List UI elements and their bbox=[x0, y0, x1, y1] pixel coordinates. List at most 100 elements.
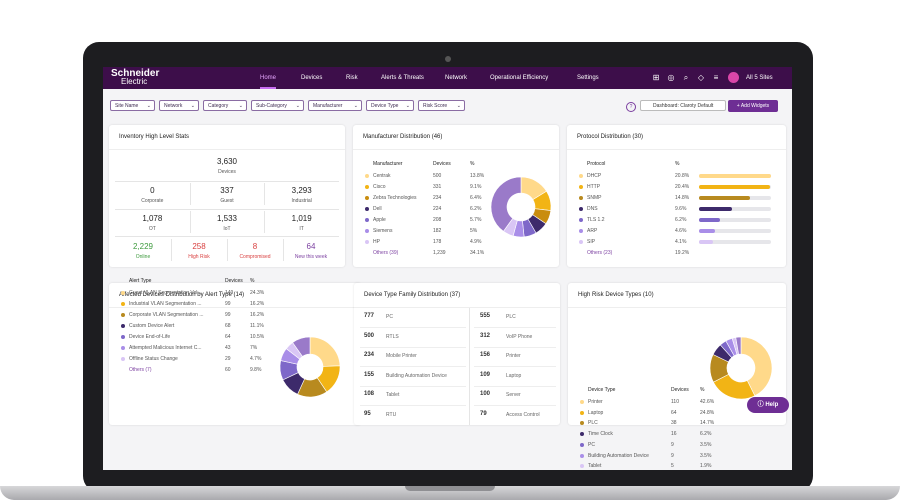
donut-slice[interactable] bbox=[735, 336, 742, 355]
device-type-label[interactable]: Server bbox=[506, 392, 521, 398]
stat-ot[interactable]: 1,078 OT bbox=[115, 214, 190, 232]
legend-row[interactable] bbox=[568, 442, 569, 443]
legend-row[interactable] bbox=[109, 323, 110, 324]
donut-slice[interactable] bbox=[740, 336, 773, 397]
device-type-label[interactable]: Printer bbox=[506, 353, 521, 359]
stat-guest[interactable]: 337 Guest bbox=[190, 186, 265, 204]
filter-icon[interactable]: ≡ bbox=[713, 73, 719, 82]
stat-new-this-week[interactable]: 64 New this week bbox=[283, 242, 339, 260]
device-type-label[interactable]: RTLS bbox=[386, 333, 399, 340]
nav-item-alerts-threats[interactable]: Alerts & Threats bbox=[381, 75, 424, 81]
legend-row[interactable] bbox=[567, 184, 568, 185]
device-type-label[interactable]: Mobile Printer bbox=[386, 353, 417, 359]
device-type-label[interactable]: RTU bbox=[386, 411, 397, 418]
alert-type-donut-chart[interactable] bbox=[278, 335, 342, 399]
legend-label: Siemens bbox=[373, 228, 393, 234]
dashboard-selector[interactable]: Dashboard: Claroty Default bbox=[640, 100, 726, 111]
legend-row[interactable] bbox=[567, 206, 568, 207]
search-icon[interactable]: ⌕ bbox=[683, 73, 689, 82]
nav-item-devices[interactable]: Devices bbox=[301, 75, 323, 81]
filter-network[interactable]: Network ⌄ bbox=[159, 100, 199, 111]
others-link[interactable]: Others (23) bbox=[587, 250, 613, 256]
filter-device-type[interactable]: Device Type ⌄ bbox=[366, 100, 414, 111]
stat-it[interactable]: 1,019 IT bbox=[264, 214, 339, 232]
legend-row[interactable] bbox=[353, 217, 354, 218]
nav-item-home[interactable]: Home bbox=[260, 67, 277, 89]
stat-compromised[interactable]: 8 Compromised bbox=[227, 242, 283, 260]
legend-row[interactable] bbox=[353, 239, 354, 240]
chevron-down-icon: ⌄ bbox=[295, 103, 300, 109]
stat-high-risk[interactable]: 258 High Risk bbox=[171, 242, 227, 260]
legend-row[interactable] bbox=[568, 410, 569, 411]
device-type-label[interactable]: PC bbox=[386, 314, 393, 320]
legend-row[interactable] bbox=[109, 356, 110, 357]
device-type-label[interactable]: PLC bbox=[506, 314, 516, 320]
avatar[interactable] bbox=[728, 72, 739, 83]
manufacturer-donut-chart[interactable] bbox=[489, 175, 553, 239]
legend-row[interactable] bbox=[568, 431, 569, 432]
legend-row[interactable] bbox=[567, 250, 568, 251]
filter-sub-category[interactable]: Sub-Category ⌄ bbox=[251, 100, 304, 111]
legend-row[interactable] bbox=[353, 195, 354, 196]
device-type-label[interactable]: Building Automation Device bbox=[386, 372, 447, 379]
legend-row[interactable] bbox=[568, 453, 569, 454]
legend-row[interactable] bbox=[109, 367, 110, 368]
add-widgets-button[interactable]: + Add Widgets bbox=[728, 100, 778, 112]
legend-percent: 34.1% bbox=[470, 250, 485, 256]
nav-item-risk[interactable]: Risk bbox=[346, 75, 358, 81]
legend-row[interactable] bbox=[353, 173, 354, 174]
site-selector[interactable]: All 5 Sites bbox=[746, 75, 773, 81]
total-devices-stat[interactable]: 3,630 Devices bbox=[190, 157, 264, 175]
donut-slice[interactable] bbox=[309, 336, 341, 367]
notification-icon[interactable]: ◇ bbox=[697, 73, 705, 82]
bar-fill bbox=[699, 185, 770, 189]
donut-slice[interactable] bbox=[292, 336, 311, 357]
legend-row[interactable] bbox=[567, 195, 568, 196]
legend-row[interactable] bbox=[353, 184, 354, 185]
legend-row[interactable] bbox=[109, 301, 110, 302]
legend-count: 64 bbox=[225, 334, 231, 340]
legend-row[interactable] bbox=[568, 463, 569, 464]
nav-item-operational-efficiency[interactable]: Operational Efficiency bbox=[490, 75, 549, 81]
stat-iot[interactable]: 1,533 IoT bbox=[190, 214, 265, 232]
legend-row[interactable] bbox=[568, 399, 569, 400]
others-link[interactable]: Others (39) bbox=[373, 250, 399, 256]
high-risk-donut-chart[interactable] bbox=[708, 335, 774, 401]
legend-dot bbox=[365, 218, 369, 222]
help-question-icon[interactable]: ? bbox=[626, 102, 636, 112]
help-button[interactable]: ⓘ Help bbox=[747, 397, 789, 413]
filter-category[interactable]: Category ⌄ bbox=[203, 100, 247, 111]
device-type-label[interactable]: Tablet bbox=[386, 392, 400, 398]
legend-row[interactable] bbox=[109, 345, 110, 346]
others-link[interactable]: Others (7) bbox=[129, 367, 152, 373]
nav-item-settings[interactable]: Settings bbox=[577, 75, 599, 81]
legend-row[interactable] bbox=[568, 420, 569, 421]
legend-row[interactable] bbox=[353, 206, 354, 207]
devices-grid-icon[interactable]: ⊞ bbox=[652, 73, 660, 82]
device-type-label[interactable]: Access Control bbox=[506, 411, 540, 418]
legend-row[interactable] bbox=[567, 228, 568, 229]
filter-manufacturer[interactable]: Manufacturer ⌄ bbox=[308, 100, 362, 111]
legend-percent: 13.8% bbox=[470, 173, 485, 179]
legend-row[interactable] bbox=[109, 334, 110, 335]
brand-logo[interactable]: Schneider Electric bbox=[111, 69, 159, 86]
device-type-label[interactable]: Laptop bbox=[506, 372, 522, 379]
legend-percent: 24.8% bbox=[700, 409, 715, 416]
protocol-name: SNMP bbox=[587, 195, 602, 201]
legend-row[interactable] bbox=[109, 312, 110, 313]
filter-site-name[interactable]: Site Name ⌄ bbox=[110, 100, 155, 111]
stat-online[interactable]: 2,229 Online bbox=[115, 242, 171, 260]
globe-icon[interactable]: ◎ bbox=[667, 73, 675, 82]
nav-item-network[interactable]: Network bbox=[445, 75, 468, 81]
stat-industrial[interactable]: 3,293 Industrial bbox=[264, 186, 339, 204]
legend-row[interactable] bbox=[109, 290, 110, 291]
filter-risk-score[interactable]: Risk Score ⌄ bbox=[418, 100, 465, 111]
legend-row[interactable] bbox=[567, 239, 568, 240]
donut-slice[interactable] bbox=[490, 176, 522, 232]
legend-row[interactable] bbox=[567, 217, 568, 218]
legend-row[interactable] bbox=[567, 173, 568, 174]
legend-row[interactable] bbox=[353, 228, 354, 229]
legend-row[interactable] bbox=[353, 250, 354, 251]
stat-corporate[interactable]: 0 Corporate bbox=[115, 186, 190, 204]
device-type-label[interactable]: VoIP Phone bbox=[506, 333, 533, 340]
